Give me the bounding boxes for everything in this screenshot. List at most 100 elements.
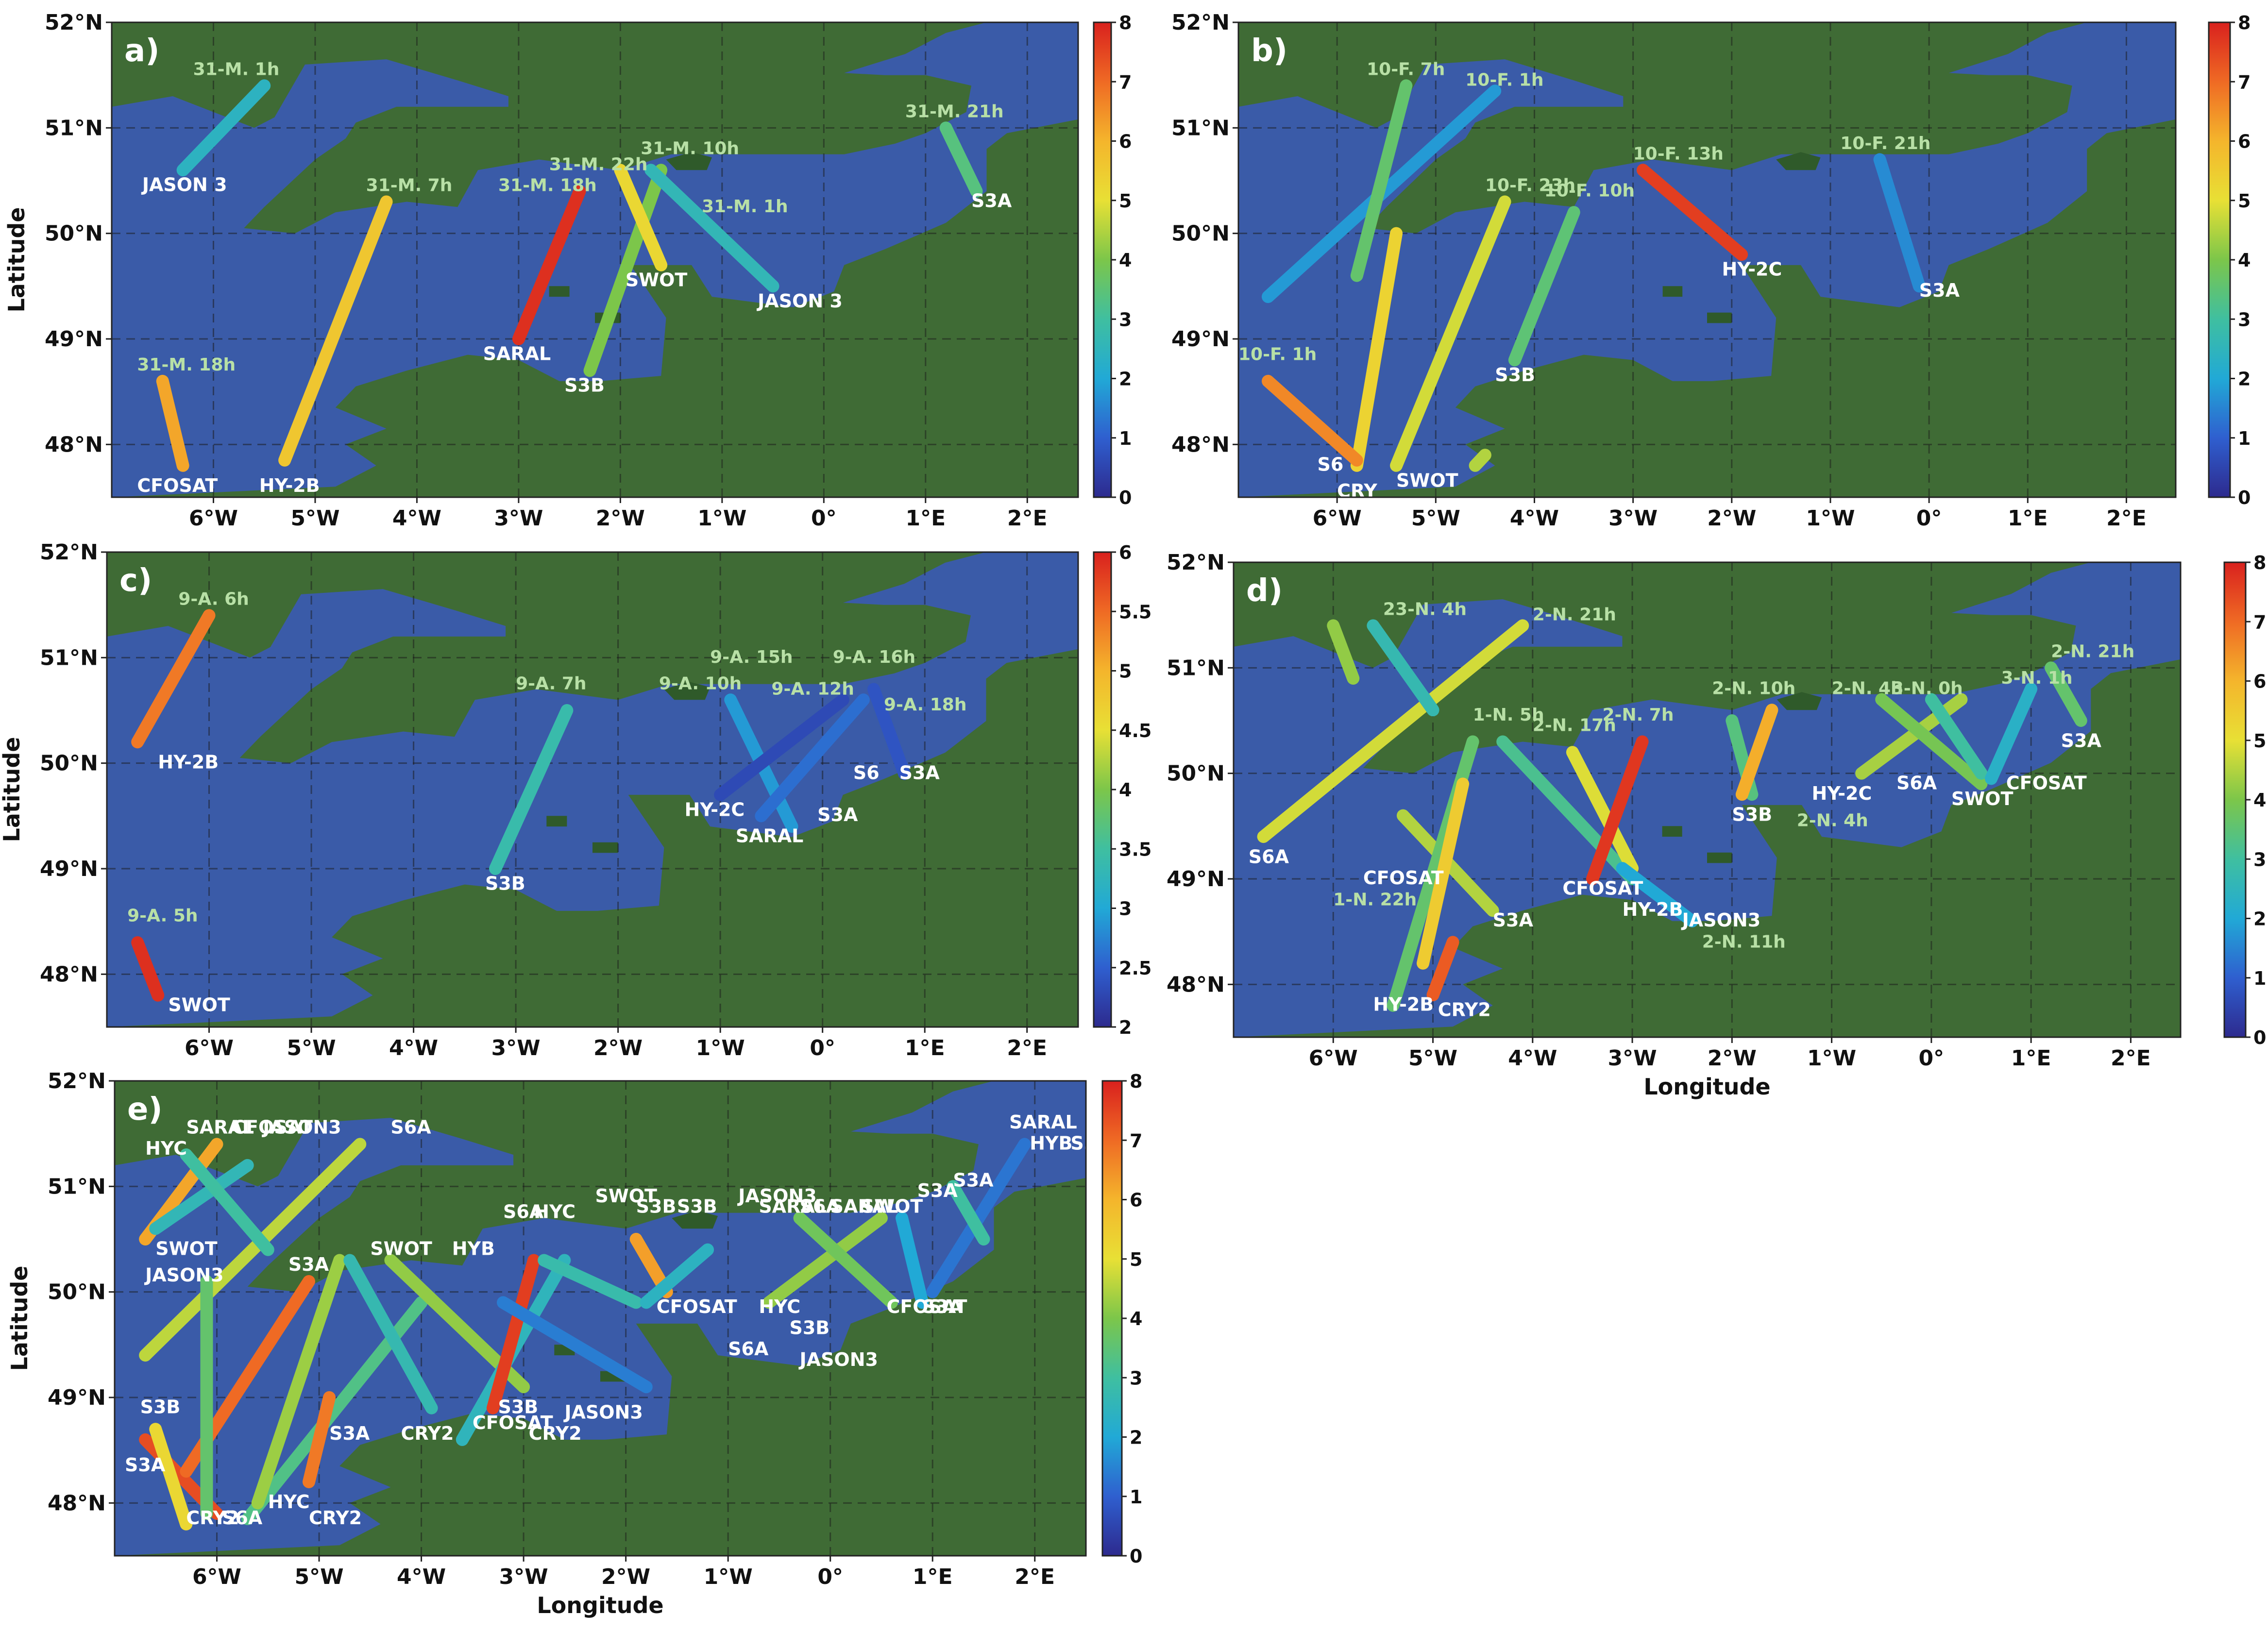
satellite-label: S6A [390, 1117, 431, 1138]
satellite-label: HY-2B [1373, 994, 1434, 1015]
panel-letter: b) [1251, 33, 1287, 69]
lat-tick-label: 50°N [45, 221, 103, 246]
satellite-label: S3A [288, 1254, 329, 1275]
time-label: 10-F. 21h [1840, 134, 1930, 153]
satellite-label: SARAL [736, 825, 804, 847]
map-panel-c: 9-A. 6h HY-2B 9-A. 7h 9-A. 15h 9-A. 10h 9-A. … [0, 540, 1151, 1060]
satellite-track [1616, 862, 1699, 927]
satellite-track [640, 1243, 714, 1309]
colorbar-tick-label: 4.5 [1119, 720, 1151, 741]
satellite-track [1390, 195, 1511, 472]
satellite-track [149, 1159, 254, 1235]
satellite-label: SARAL [1009, 1111, 1077, 1133]
colorbar-tick-label: 1 [2253, 968, 2266, 989]
satellite-label: CFOSAT [232, 1117, 313, 1138]
colorbar-tick-label: 3 [1130, 1367, 1142, 1389]
time-label: 31-M. 7h [366, 176, 453, 196]
satellite-label: S3A [125, 1454, 166, 1476]
land-mass [592, 842, 618, 853]
land-mass [546, 816, 567, 827]
land-mass [666, 152, 712, 170]
satellite-label: S3A [1070, 1132, 1111, 1154]
time-label: 9-A. 16h [833, 647, 915, 667]
satellite-label: CFOSAT [1562, 878, 1643, 899]
satellite-label: S3A [922, 1296, 963, 1317]
satellite-label: S6 [1318, 454, 1344, 475]
satellite-track [278, 195, 393, 467]
lon-tick-label: 5°W [290, 506, 339, 531]
satellite-track [343, 1254, 438, 1414]
satellite-label: HYC [759, 1296, 800, 1317]
satellite-label: SWOT [155, 1238, 218, 1260]
satellite-label: SWOT [1396, 470, 1458, 491]
satellite-track [131, 936, 165, 1002]
colorbar-tick-label: 3 [2238, 309, 2251, 330]
lat-tick-label: 48°N [1171, 432, 1230, 457]
map-frame [1237, 21, 2177, 498]
lon-tick-label: 0° [1916, 506, 1942, 531]
satellite-label: JASON3 [737, 1185, 816, 1207]
satellite-track [1566, 746, 1639, 875]
colorbar-tick-label: 1 [1130, 1486, 1142, 1508]
satellite-track [512, 185, 586, 345]
time-label: 10-F. 10h [1544, 181, 1635, 201]
satellite-track [1873, 153, 1926, 293]
satellite-label: SWOT [861, 1196, 923, 1217]
satellite-label: HY-2B [158, 752, 219, 773]
satellite-track [583, 164, 668, 377]
satellite-track [755, 693, 870, 823]
lon-tick-label: 1°W [696, 1036, 745, 1060]
colorbar-tick-label: 0 [2253, 1027, 2266, 1048]
satellite-label: JASON 3 [141, 174, 227, 196]
lon-tick-label: 4°W [397, 1565, 446, 1589]
lon-tick-label: 2°E [2106, 506, 2147, 531]
panel-letter: e) [127, 1092, 163, 1127]
time-label: 9-A. 15h [710, 647, 793, 667]
satellite-label: HY-2B [259, 475, 320, 496]
satellite-label: S3A [1919, 280, 1960, 301]
colorbar-tick-label: 2.5 [1119, 958, 1151, 979]
colorbar-tick-label: 0 [2238, 487, 2251, 508]
land-mass [1662, 286, 1683, 297]
satellite-label: HY-2B [1623, 899, 1683, 920]
lon-tick-label: 1°W [697, 506, 746, 531]
lat-tick-label: 51°N [48, 1174, 106, 1199]
satellite-track [714, 693, 849, 801]
satellite-track [867, 683, 911, 780]
y-axis-title: Latitude [3, 207, 30, 313]
land-mass [672, 1211, 718, 1229]
satellite-label: S3B [140, 1396, 181, 1418]
time-label: 31-M. 1h [702, 197, 788, 217]
satellite-label: S3A [917, 1180, 958, 1201]
satellite-track [644, 164, 779, 293]
satellite-track [176, 79, 271, 177]
lon-tick-label: 3°W [499, 1565, 548, 1589]
satellite-label: S6 [1209, 290, 1235, 312]
lon-tick-label: 6°W [189, 506, 238, 531]
x-axis-title: Longitude [1643, 1074, 1770, 1100]
land-mass [549, 286, 570, 297]
satellite-label: S6A [503, 1201, 544, 1223]
satellite-track [939, 121, 983, 198]
satellite-label: S3A [817, 804, 858, 825]
lon-tick-label: 1°W [704, 1565, 753, 1589]
land-mass [1777, 692, 1822, 710]
satellite-track [538, 1254, 643, 1309]
satellite-track [1636, 164, 1748, 261]
time-label: 10-F. 1h [1465, 70, 1543, 90]
colorbar-tick-label: 3 [1119, 898, 1132, 920]
time-label: 9-A. 6h [178, 589, 249, 609]
satellite-track [1496, 735, 1639, 885]
lat-tick-label: 49°N [1171, 327, 1230, 352]
satellite-label: HYC [534, 1201, 575, 1223]
satellite-track [1257, 619, 1529, 843]
time-label: 2-N. 4h [1832, 679, 1903, 699]
lon-tick-label: 1°E [2011, 1046, 2051, 1071]
satellite-track [486, 1254, 541, 1414]
colorbar-tick-label: 4 [1119, 779, 1132, 801]
colorbar-tick-label: 5 [1130, 1249, 1142, 1270]
time-label: 31-M. 10h [641, 139, 739, 159]
satellite-label: CRY2 [529, 1423, 582, 1444]
time-label: 9-A. 10h [659, 674, 742, 694]
